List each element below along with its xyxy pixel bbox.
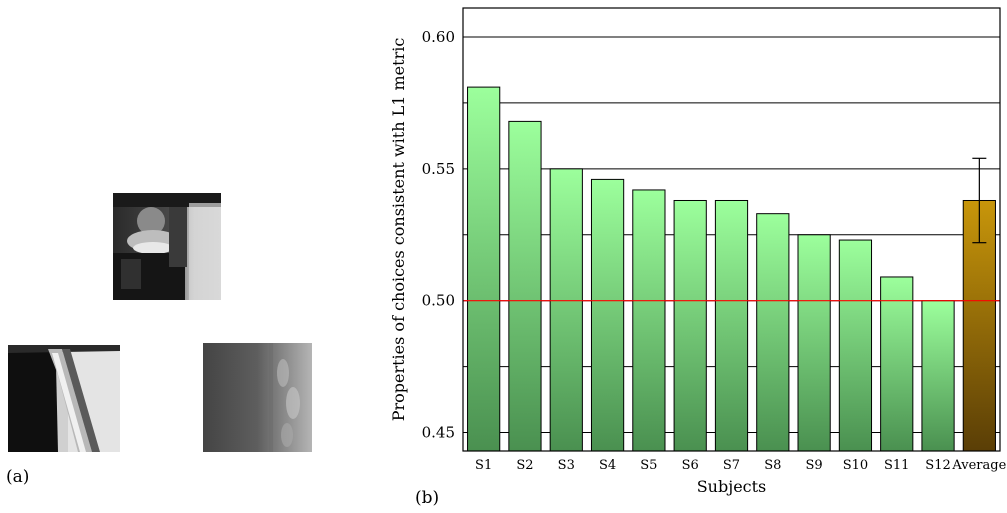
patch-top-image — [113, 193, 221, 300]
x-tick-label-s10: S10 — [843, 458, 868, 473]
x-tick-label-s11: S11 — [884, 458, 909, 473]
x-axis-title: Subjects — [697, 477, 767, 496]
patch-bottom-left-image — [8, 345, 120, 452]
y-tick-labels: 0.45 0.50 0.55 0.60 — [422, 28, 455, 442]
average-error-bar — [972, 157, 987, 244]
bar-s3 — [549, 168, 583, 452]
bar-s6 — [673, 199, 707, 452]
bar-s2 — [508, 120, 542, 452]
x-tick-label-s6: S6 — [682, 458, 699, 473]
x-tick-label-s9: S9 — [806, 458, 823, 473]
y-tick-label: 0.55 — [422, 160, 455, 178]
bar-s12 — [921, 300, 955, 452]
bar-s5 — [632, 189, 666, 452]
patch-bottom-right-image — [203, 343, 312, 452]
x-tick-label-average: Average — [951, 458, 1006, 473]
y-tick-label: 0.60 — [422, 28, 455, 46]
panel-label-b: (b) — [415, 488, 440, 508]
bar-s4 — [590, 178, 625, 452]
bar-s7 — [714, 199, 749, 452]
y-tick-label: 0.45 — [422, 424, 455, 442]
x-tick-label-s8: S8 — [764, 458, 781, 473]
x-tick-label-s2: S2 — [516, 458, 533, 473]
bar-s9 — [797, 234, 831, 452]
bar-s1 — [467, 86, 501, 452]
x-tick-label-s4: S4 — [599, 458, 616, 473]
y-axis-title: Properties of choices consistent with L1… — [389, 38, 408, 422]
x-tick-label-s5: S5 — [640, 458, 657, 473]
x-tick-label-s1: S1 — [475, 458, 492, 473]
x-tick-label-s3: S3 — [558, 458, 575, 473]
plot-frame — [462, 7, 1001, 452]
x-tick-label-s12: S12 — [925, 458, 950, 473]
bar-s8 — [756, 213, 790, 452]
x-tick-label-s7: S7 — [723, 458, 740, 473]
bars — [467, 86, 996, 452]
y-tick-label: 0.50 — [422, 292, 455, 310]
bar-s10 — [838, 239, 873, 452]
panel-label-a: (a) — [6, 467, 30, 487]
bar-s11 — [880, 276, 914, 452]
x-tick-labels: S1 S2 S3 S4 S5 S6 S7 S8 S9 S10 S11 S12 Average — [475, 458, 1007, 473]
